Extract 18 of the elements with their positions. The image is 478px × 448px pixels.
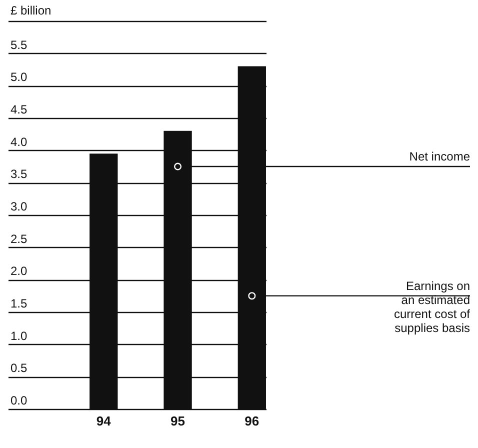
y-tick-label: 4.5	[10, 102, 28, 116]
x-tick-label: 95	[170, 414, 186, 428]
y-tick-label: 5.0	[10, 70, 28, 84]
y-tick-label: 3.0	[10, 200, 28, 214]
annotation: Earnings on an estimated current cost of supplies basis	[394, 278, 471, 335]
y-tick-label: 0.0	[10, 394, 28, 408]
y-tick-label: 2.5	[10, 232, 28, 246]
y-axis-title: £ billion	[10, 4, 52, 18]
y-tick-label: 2.0	[10, 264, 28, 278]
y-tick-label: 3.5	[10, 167, 28, 182]
y-tick-label: 5.5	[10, 38, 28, 52]
x-tick-label: 96	[244, 414, 260, 428]
annotation: Net income	[409, 150, 470, 164]
y-tick-label: 4.0	[10, 134, 28, 149]
y-tick-label: 1.5	[10, 296, 28, 310]
y-tick-label: 1.0	[10, 328, 28, 343]
y-tick-label: 0.5	[10, 361, 28, 376]
x-tick-label: 94	[96, 414, 112, 428]
